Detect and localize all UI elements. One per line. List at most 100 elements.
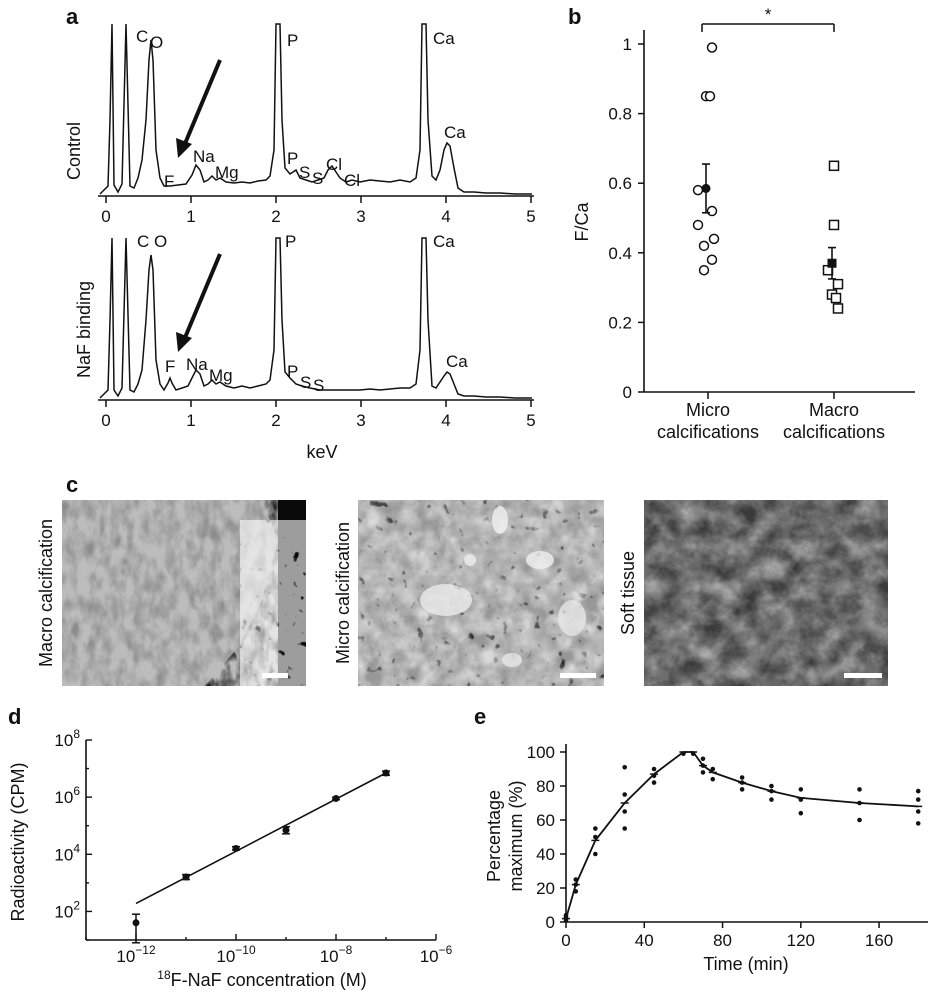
data-point (132, 919, 140, 927)
y-tick-label: 102 (54, 898, 80, 921)
tick-base: 10 (54, 845, 73, 864)
category-label: calcifications (657, 422, 759, 442)
y-tick-label: 0 (623, 383, 632, 402)
data-point (832, 303, 844, 314)
data-point (622, 792, 628, 797)
naf-spectrum-trace (99, 237, 532, 399)
data-point (692, 184, 704, 196)
tick-base: 10 (320, 947, 339, 966)
significance-star: * (765, 5, 772, 24)
data-point (698, 264, 710, 276)
x-tick-label: 10−10 (216, 943, 256, 966)
peak-label: O (154, 232, 167, 251)
panel-d-xlabel-main: F-NaF concentration (M) (171, 970, 367, 990)
data-point (832, 278, 844, 290)
peak-label: S (299, 163, 310, 182)
y-tick-label: 104 (54, 841, 80, 864)
data-point (710, 776, 716, 782)
tick-base: 10 (54, 902, 73, 921)
panel-e-label: e (474, 704, 486, 729)
x-tick-label: 0 (101, 411, 110, 430)
data-point (382, 769, 390, 777)
peak-label: Na (193, 147, 215, 166)
data-point (573, 889, 579, 894)
peak-label: P (287, 149, 298, 168)
significance-bracket: * (701, 5, 835, 32)
data-point (622, 826, 628, 831)
data-point (708, 233, 720, 245)
tick-exp: −12 (135, 943, 156, 957)
naf-spectrum: NaF binding C O F Na Mg P P S S Ca Ca 0 1… (74, 232, 536, 462)
data-point (706, 254, 718, 266)
x-tick-label: 4 (441, 207, 450, 226)
data-point (332, 794, 340, 802)
peak-label: P (287, 31, 298, 50)
peak-label: Ca (433, 29, 455, 48)
soft-tissue-image-label: Soft tissue (618, 551, 638, 635)
data-point (232, 844, 240, 852)
x-tick-label: 40 (635, 931, 654, 950)
x-tick-label: 4 (441, 411, 450, 430)
x-tick-label: 10−8 (320, 943, 353, 966)
data-point (622, 809, 628, 814)
peak-label: Cl (344, 171, 360, 190)
data-point (182, 873, 190, 881)
y-tick-label: 100 (527, 743, 555, 762)
panel-a-xlabel: keV (306, 442, 337, 462)
panel-e: e Percentage maximum (%) 0 20 40 60 80 100 0 40… (474, 704, 928, 974)
tick-exp: −10 (235, 943, 256, 957)
peak-label: Mg (209, 366, 233, 385)
y-tick-label: 106 (54, 784, 80, 807)
data-point (830, 292, 842, 304)
mean-point (827, 258, 837, 268)
peak-label: Ca (446, 352, 468, 371)
control-x-ticks: 0 1 2 3 4 5 (101, 196, 536, 226)
category-label: Macro (809, 400, 859, 420)
data-point (700, 756, 706, 762)
scale-bar (262, 673, 288, 678)
control-spectrum: Control C O F Na Mg P P S S Cl Cl Ca Ca … (64, 23, 536, 226)
x-tick-label: 2 (271, 411, 280, 430)
peak-label: Ca (444, 123, 466, 142)
scale-bar (560, 673, 596, 678)
data-point (700, 770, 706, 775)
data-point (915, 809, 921, 814)
tick-exp: −6 (439, 943, 453, 957)
data-point (698, 240, 710, 252)
data-point (651, 766, 657, 772)
tick-base: 10 (420, 947, 439, 966)
soft-tissue-image: Soft tissue (618, 500, 888, 686)
mean-line (565, 751, 919, 919)
x-tick-label: 3 (356, 207, 365, 226)
x-tick-label: 0 (101, 207, 110, 226)
y-tick-label: 60 (536, 811, 555, 830)
data-point (622, 765, 628, 770)
data-point (651, 780, 657, 785)
panel-b-y-ticks: 0 0.2 0.4 0.6 0.8 1 (608, 35, 644, 402)
panel-d-label: d (8, 704, 21, 729)
panel-b-points (692, 42, 844, 314)
y-tick-label: 40 (536, 845, 555, 864)
mean-point (701, 183, 711, 193)
fit-line (135, 772, 387, 905)
tick-exp: 2 (73, 898, 80, 912)
control-ylabel: Control (64, 122, 84, 180)
panel-c: c Macro calcification (36, 472, 888, 686)
peak-label: S (312, 169, 323, 188)
y-tick-label: 0.6 (608, 174, 632, 193)
data-point (798, 787, 804, 792)
data-point (739, 787, 745, 792)
panel-d-xlabel: 18F-NaF concentration (M) (157, 968, 366, 990)
naf-ylabel: NaF binding (74, 281, 94, 378)
arrow-icon (176, 59, 222, 158)
tick-exp: 4 (73, 841, 80, 855)
arrow-icon (176, 253, 222, 352)
y-tick-label: 1 (623, 35, 632, 54)
data-point (593, 851, 598, 857)
panel-e-xlabel: Time (min) (703, 954, 788, 974)
peak-label: Na (186, 355, 208, 374)
peak-label: F (164, 172, 174, 191)
peak-label: Ca (433, 232, 455, 251)
